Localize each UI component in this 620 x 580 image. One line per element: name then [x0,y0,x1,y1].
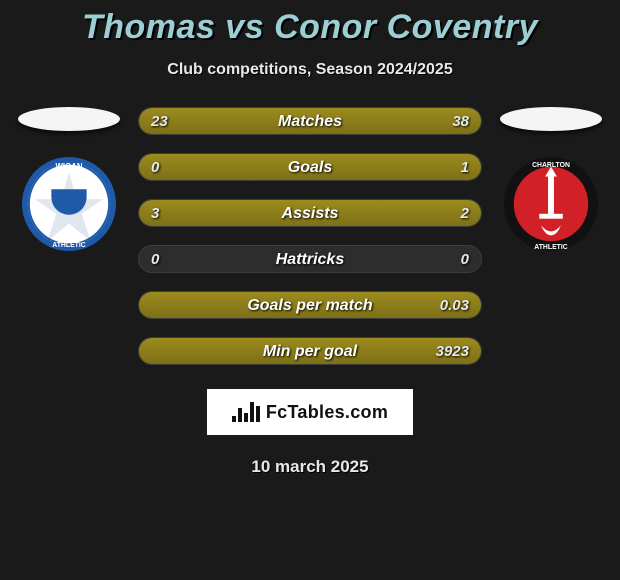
stat-value-right: 0.03 [440,292,469,319]
stat-bar: Min per goal3923 [138,337,482,365]
stat-bars: 23Matches380Goals13Assists20Hattricks0Go… [138,107,482,365]
stat-value-right: 3923 [436,338,469,365]
date-label: 10 march 2025 [0,457,620,477]
stat-bar: 0Hattricks0 [138,245,482,273]
stat-value-right: 38 [452,108,469,135]
stat-bar: 23Matches38 [138,107,482,135]
stat-bar: Goals per match0.03 [138,291,482,319]
svg-text:ATHLETIC: ATHLETIC [534,244,567,251]
player-silhouette-placeholder-right [500,107,602,131]
stat-value-right: 1 [461,154,469,181]
club-right: CHARLTON ATHLETIC [496,107,606,253]
player-silhouette-placeholder-left [18,107,120,131]
main-row: WIGAN ATHLETIC 23Matches380Goals13Assist… [0,107,620,365]
svg-text:CHARLTON: CHARLTON [532,162,570,169]
fctables-brand[interactable]: FcTables.com [207,389,413,435]
comparison-card: Thomas vs Conor Coventry Club competitio… [0,0,620,477]
brand-text: FcTables.com [266,402,388,423]
bar-chart-icon [232,402,260,422]
stat-label: Hattricks [139,246,481,273]
page-title: Thomas vs Conor Coventry [0,8,620,47]
stat-bar: 0Goals1 [138,153,482,181]
stat-label: Assists [139,200,481,227]
wigan-crest-icon: WIGAN ATHLETIC [20,155,118,253]
svg-text:ATHLETIC: ATHLETIC [52,242,85,249]
club-left: WIGAN ATHLETIC [14,107,124,253]
stat-label: Goals [139,154,481,181]
subtitle: Club competitions, Season 2024/2025 [0,61,620,79]
stat-label: Min per goal [139,338,481,365]
svg-text:WIGAN: WIGAN [56,162,83,171]
stat-label: Goals per match [139,292,481,319]
stat-value-right: 2 [461,200,469,227]
stat-label: Matches [139,108,481,135]
stat-bar: 3Assists2 [138,199,482,227]
stat-value-right: 0 [461,246,469,273]
charlton-crest-icon: CHARLTON ATHLETIC [502,155,600,253]
